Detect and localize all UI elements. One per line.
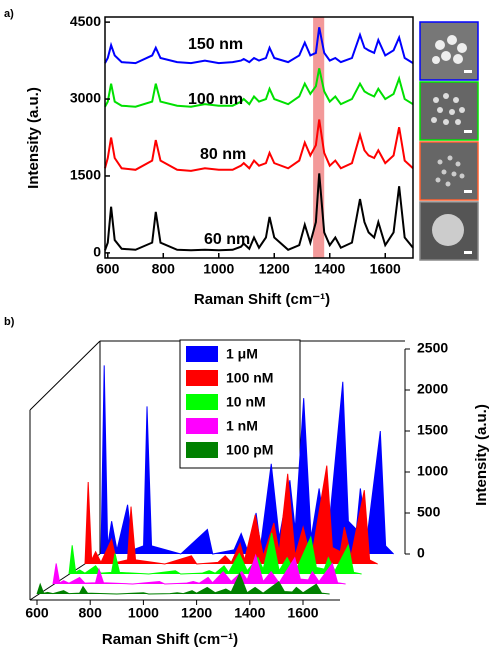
particles	[435, 155, 465, 187]
x-tick-label: 1200	[181, 605, 212, 621]
spectrum-line	[104, 173, 414, 252]
legend-label: 100 nM	[226, 370, 273, 386]
series-label: 80 nm	[200, 146, 246, 163]
panel-label: a)	[4, 8, 14, 20]
legend-label: 100 pM	[226, 442, 273, 458]
series-label: 100 nm	[188, 91, 243, 108]
particles	[432, 35, 467, 64]
legend-label: 10 nM	[226, 394, 266, 410]
x-tick-label: 1200	[259, 261, 290, 277]
z-tick-label: 0	[417, 545, 425, 561]
x-tick-label: 600	[25, 605, 49, 621]
x-tick-label: 800	[152, 261, 176, 277]
scale-bars	[464, 70, 472, 254]
x-tick-label: 1600	[370, 261, 401, 277]
highlight-band	[313, 17, 325, 258]
panel-label: b)	[4, 316, 15, 328]
legend-swatch	[186, 394, 218, 410]
z-tick-label: 2000	[417, 381, 448, 397]
particle	[432, 214, 464, 246]
spectrum-area	[36, 572, 330, 595]
z-tick-label: 500	[417, 504, 441, 520]
y-axis-label: Intensity (a.u.)	[25, 87, 42, 189]
y-tick-label: 3000	[70, 90, 101, 106]
y-tick-label: 0	[93, 244, 101, 260]
sem-tile	[419, 21, 479, 81]
series-label: 150 nm	[188, 36, 243, 53]
legend-label: 1 μM	[226, 346, 258, 362]
z-tick-label: 1000	[417, 463, 448, 479]
sem-images	[419, 21, 479, 261]
z-tick-label: 2500	[417, 340, 448, 356]
x-tick-label: 1000	[128, 605, 159, 621]
spectrum-area	[68, 532, 362, 575]
spectrum-area	[84, 465, 378, 565]
x-tick-label: 1400	[234, 605, 265, 621]
legend-swatch	[186, 442, 218, 458]
plot-frame	[104, 16, 414, 259]
y-tick-label: 1500	[70, 167, 101, 183]
x-tick-label: 1400	[314, 261, 345, 277]
legend-swatch	[186, 418, 218, 434]
z-axis-label: Intensity (a.u.)	[473, 404, 490, 506]
spectrum-area	[52, 553, 346, 585]
x-tick-label: 800	[79, 605, 103, 621]
x-axis-label: Raman Shift (cm⁻¹)	[102, 631, 238, 648]
spectrum-line	[104, 68, 414, 108]
x-tick-label: 1600	[287, 605, 318, 621]
legend-swatch	[186, 346, 218, 362]
spectrum-line	[104, 27, 414, 65]
x-tick-label: 600	[96, 261, 120, 277]
z-tick-label: 1500	[417, 422, 448, 438]
x-tick-label: 1000	[203, 261, 234, 277]
particles	[431, 93, 465, 125]
series-label: 60 nm	[204, 231, 250, 248]
legend-swatch	[186, 370, 218, 386]
x-axis-label: Raman Shift (cm⁻¹)	[194, 291, 330, 308]
y-tick-label: 4500	[70, 13, 101, 29]
legend-label: 1 nM	[226, 418, 258, 434]
spectrum-line	[104, 119, 414, 172]
sem-tile	[419, 81, 479, 141]
